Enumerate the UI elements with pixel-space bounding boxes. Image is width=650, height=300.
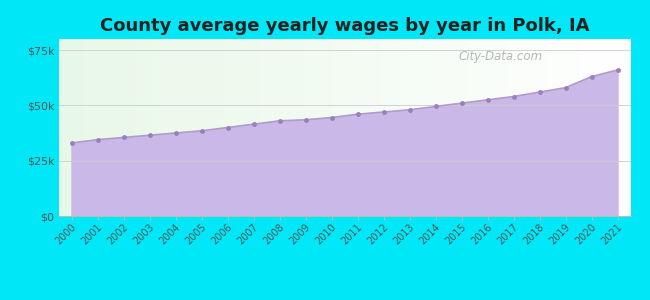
Text: City-Data.com: City-Data.com	[459, 50, 543, 63]
Title: County average yearly wages by year in Polk, IA: County average yearly wages by year in P…	[99, 17, 590, 35]
